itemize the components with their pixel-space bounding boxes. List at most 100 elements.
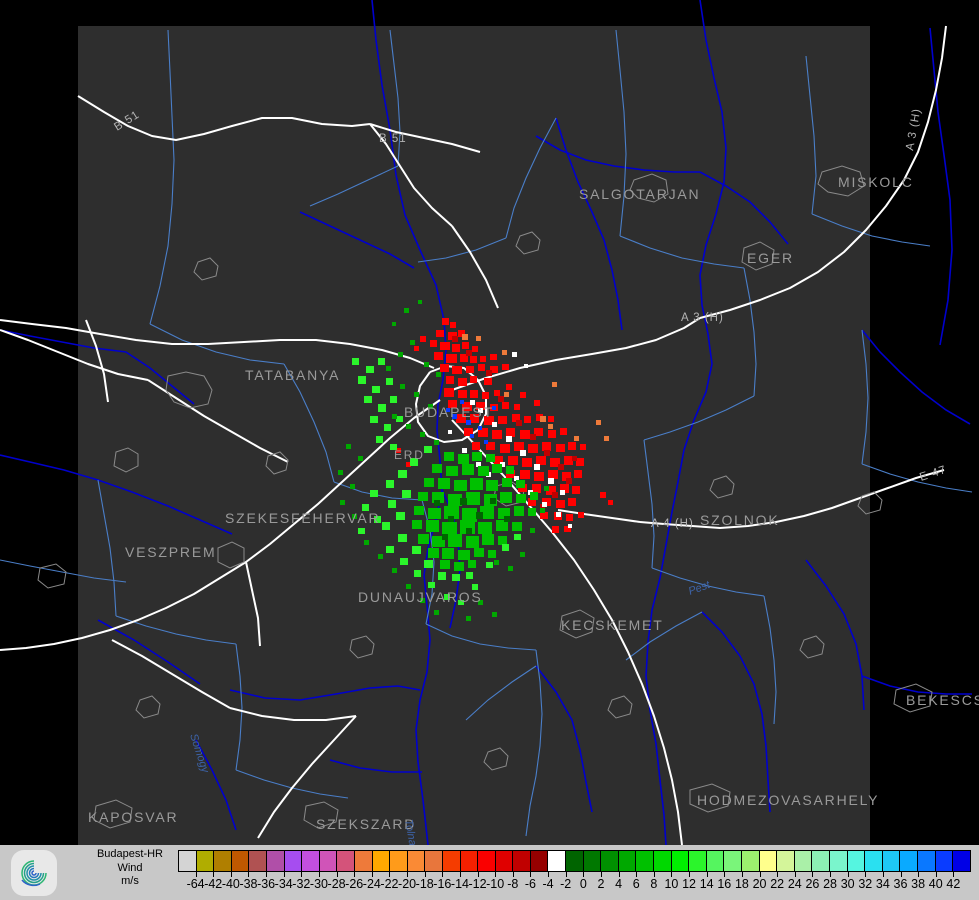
tick-label: -32	[292, 877, 311, 891]
color-swatch	[935, 851, 954, 871]
svg-text:EGER: EGER	[747, 250, 794, 266]
tick-mark	[195, 872, 197, 877]
tick-mark	[354, 872, 356, 877]
tick-mark	[389, 872, 391, 877]
tick-mark	[777, 872, 779, 877]
tick-mark	[724, 872, 726, 877]
tick-label: -42	[204, 877, 223, 891]
tick-label: 10	[664, 877, 679, 891]
color-swatch	[900, 851, 918, 871]
svg-text:Tolna: Tolna	[402, 818, 418, 845]
svg-text:A 4 (H): A 4 (H)	[651, 518, 694, 530]
color-swatch	[478, 851, 496, 871]
tick-mark	[301, 872, 303, 877]
svg-text:SZEKESFEHERVAR: SZEKESFEHERVAR	[225, 510, 380, 526]
legend-line-2: Wind	[117, 861, 143, 874]
tick-mark	[600, 872, 602, 877]
tick-label: 16	[717, 877, 732, 891]
tick-label: -38	[239, 877, 258, 891]
tick-label: 8	[650, 877, 658, 891]
color-swatch	[354, 851, 373, 871]
tick-label: 30	[840, 877, 855, 891]
tick-mark	[512, 872, 514, 877]
tick-mark	[424, 872, 426, 877]
color-swatch	[742, 851, 760, 871]
legend-line-3: m/s	[121, 875, 139, 887]
tick-label: -24	[362, 877, 381, 891]
tick-mark	[830, 872, 832, 877]
color-swatch	[865, 851, 883, 871]
tick-label: 26	[805, 877, 820, 891]
svg-text:E 47: E 47	[918, 464, 948, 484]
tick-mark	[495, 872, 497, 877]
tick-label: -2	[560, 877, 572, 891]
tick-label: 28	[823, 877, 837, 891]
tick-label: 34	[875, 877, 890, 891]
color-swatch	[689, 851, 707, 871]
color-swatch	[390, 851, 408, 871]
color-swatch	[706, 851, 725, 871]
svg-text:BUDAPEST: BUDAPEST	[404, 404, 494, 420]
svg-text:BEKESCSABA: BEKESCSABA	[906, 692, 979, 708]
tick-label: 24	[787, 877, 802, 891]
color-swatch	[847, 851, 866, 871]
tick-label: -10	[486, 877, 505, 891]
tick-mark	[283, 872, 285, 877]
svg-text:Somogy: Somogy	[187, 732, 211, 776]
color-swatch	[495, 851, 514, 871]
tick-label: -34	[274, 877, 293, 891]
tick-label: 40	[928, 877, 943, 891]
radar-map[interactable]: BUDAPEST TATABANYA SZEKESFEHERVAR VESZPR…	[0, 0, 979, 845]
color-scale-ticks: -64 -42 -40 -38 -36 -34 -32 -30 -28 -26 -24 -22 -20-…	[178, 872, 971, 898]
tick-mark	[636, 872, 638, 877]
tick-label: -64	[186, 877, 205, 891]
color-swatch	[372, 851, 391, 871]
color-swatch	[618, 851, 637, 871]
svg-text:DUNAUJVAROS: DUNAUJVAROS	[358, 589, 483, 605]
color-swatch	[953, 851, 970, 871]
svg-text:HODMEZOVASARHELY: HODMEZOVASARHELY	[697, 792, 879, 808]
color-swatch	[442, 851, 461, 871]
color-swatch	[724, 851, 742, 871]
tick-mark	[318, 872, 320, 877]
tick-label: 42	[946, 877, 961, 891]
tick-label: -40	[221, 877, 240, 891]
tick-label: -36	[257, 877, 276, 891]
svg-text:SALGOTARJAN: SALGOTARJAN	[579, 186, 700, 202]
svg-text:SZEKSZARD: SZEKSZARD	[316, 816, 416, 832]
tick-mark	[953, 872, 955, 877]
tick-mark	[336, 872, 338, 877]
svg-text:B 51: B 51	[379, 133, 407, 145]
tick-mark	[759, 872, 761, 877]
tick-label: -20	[398, 877, 417, 891]
color-swatch	[829, 851, 848, 871]
tick-mark	[671, 872, 673, 877]
city-label-layer: BUDAPEST TATABANYA SZEKESFEHERVAR VESZPR…	[88, 174, 979, 832]
map-vector-layer: BUDAPEST TATABANYA SZEKESFEHERVAR VESZPR…	[0, 0, 979, 845]
legend-title: Budapest-HR Wind m/s	[86, 848, 174, 889]
color-scale	[178, 850, 971, 872]
color-swatch	[566, 851, 584, 871]
tick-mark	[618, 872, 620, 877]
tick-mark	[689, 872, 691, 877]
color-swatch	[671, 851, 690, 871]
tick-label: -18	[415, 877, 434, 891]
tick-mark	[530, 872, 532, 877]
tick-label: 2	[597, 877, 605, 891]
svg-text:KECSKEMET: KECSKEMET	[561, 617, 664, 633]
tick-label: 36	[893, 877, 908, 891]
svg-text:ERD: ERD	[394, 448, 425, 462]
tick-mark	[918, 872, 920, 877]
color-swatch	[266, 851, 285, 871]
tick-mark	[459, 872, 461, 877]
color-swatch	[654, 851, 672, 871]
tick-label: 32	[858, 877, 873, 891]
color-swatch	[179, 851, 197, 871]
color-swatch	[249, 851, 267, 871]
tick-mark	[248, 872, 250, 877]
tick-mark	[882, 872, 884, 877]
color-swatch	[636, 851, 655, 871]
color-swatch	[917, 851, 936, 871]
tick-mark	[812, 872, 814, 877]
